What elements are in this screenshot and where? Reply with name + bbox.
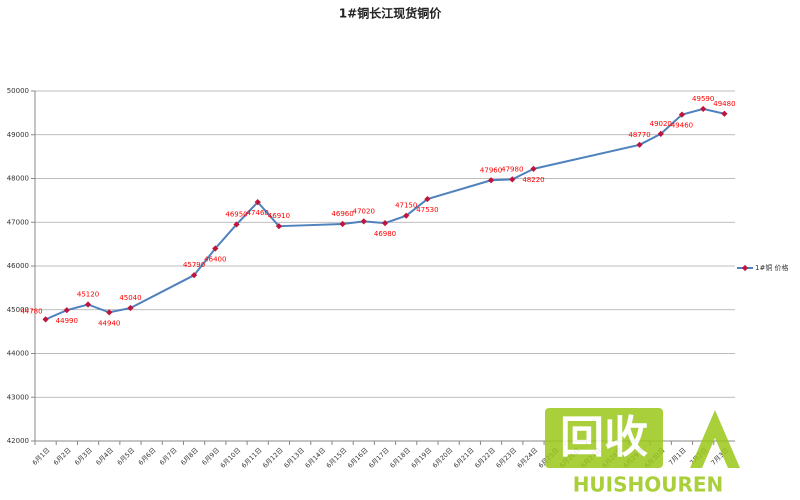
legend-label: 1#铜 价格 bbox=[755, 263, 789, 272]
data-label: 49590 bbox=[692, 95, 714, 103]
gap-connector bbox=[427, 179, 492, 201]
data-label: 44780 bbox=[20, 307, 42, 315]
y-tick-label: 44000 bbox=[7, 350, 29, 358]
y-tick-label: 49000 bbox=[7, 131, 29, 139]
data-label: 47020 bbox=[353, 207, 375, 215]
y-tick-label: 46000 bbox=[7, 262, 29, 270]
y-tick-label: 50000 bbox=[7, 87, 29, 95]
data-point bbox=[233, 221, 240, 228]
gap-connector bbox=[278, 223, 343, 228]
data-label: 47530 bbox=[416, 206, 438, 214]
data-point bbox=[721, 110, 728, 117]
data-label: 44940 bbox=[98, 319, 120, 327]
watermark-brand: HUISHOUREN bbox=[573, 473, 724, 497]
data-label: 48770 bbox=[628, 131, 650, 139]
y-tick-label: 47000 bbox=[7, 218, 29, 226]
y-tick-label: 42000 bbox=[7, 437, 29, 445]
watermark-box bbox=[545, 408, 663, 468]
chart-title: 1#铜长江现货铜价 bbox=[339, 6, 442, 21]
y-tick-label: 48000 bbox=[7, 175, 29, 183]
data-point bbox=[212, 245, 219, 252]
data-label: 46400 bbox=[204, 256, 226, 264]
data-label: 45040 bbox=[119, 294, 141, 302]
data-label: 46950 bbox=[225, 210, 247, 218]
gap-connector bbox=[533, 143, 640, 170]
gap-connector bbox=[129, 274, 195, 309]
watermark: 回收 HUISHOUREN bbox=[545, 408, 740, 497]
data-point bbox=[254, 199, 261, 206]
data-label: 45790 bbox=[183, 261, 205, 269]
data-label: 44990 bbox=[56, 317, 78, 325]
data-label: 46960 bbox=[331, 210, 353, 218]
y-tick-label: 43000 bbox=[7, 393, 29, 401]
data-label: 45120 bbox=[77, 291, 99, 299]
data-label: 47960 bbox=[480, 166, 502, 174]
data-label: 47460 bbox=[247, 209, 269, 217]
data-label: 46980 bbox=[374, 230, 396, 238]
watermark-icon bbox=[690, 410, 740, 468]
data-label: 49020 bbox=[650, 120, 672, 128]
data-label: 46910 bbox=[268, 212, 290, 220]
data-label: 49460 bbox=[671, 122, 693, 130]
y-tick-label: 45000 bbox=[7, 306, 29, 314]
data-label: 47980 bbox=[501, 165, 523, 173]
data-label: 49480 bbox=[713, 100, 735, 108]
data-label: 48220 bbox=[522, 176, 544, 184]
watermark-logo: 回收 bbox=[560, 412, 648, 463]
data-label: 47150 bbox=[395, 202, 417, 210]
